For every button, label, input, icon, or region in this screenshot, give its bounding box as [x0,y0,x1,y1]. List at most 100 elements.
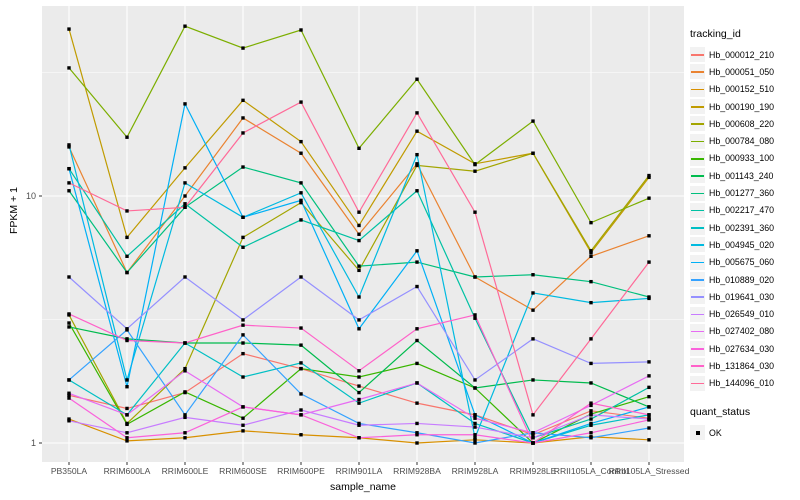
legend-item-Hb_000051_050: Hb_000051_050 [690,63,800,80]
data-point [589,423,593,427]
data-point [531,378,535,382]
legend-key-line-icon [690,272,705,287]
data-point [183,369,187,373]
x-tick-label: RRIM600LA [104,466,151,476]
data-point [299,433,303,437]
data-point [415,260,419,264]
data-point [299,408,303,412]
data-point [357,295,361,299]
data-point [531,291,535,295]
data-point [357,146,361,150]
data-point [183,202,187,206]
data-point [67,66,71,70]
data-point [299,200,303,205]
data-point [125,385,129,389]
data-point [67,393,71,397]
data-point [241,235,245,240]
legend: tracking_id Hb_000012_210 Hb_000051_050 Hb… [690,28,800,441]
legend-item-Hb_000190_190: Hb_000190_190 [690,98,800,115]
data-point [531,119,535,123]
data-point [357,264,361,268]
legend-label: Hb_027634_030 [709,343,775,354]
panel-background [42,6,684,462]
legend-label: Hb_131864_030 [709,360,775,371]
data-point [415,433,419,437]
legend-key-line-icon [690,185,705,201]
data-point [589,300,593,305]
x-tick-label: RRII105LA_Stressed [609,466,690,476]
data-point [67,27,71,31]
legend-key-line-icon [690,220,705,236]
data-point [589,413,593,417]
data-point [473,413,477,417]
data-point [241,245,245,249]
data-point [299,326,303,330]
data-point [125,436,129,440]
data-point [299,198,303,203]
data-point [241,333,245,337]
data-point [473,421,477,426]
data-point [473,433,477,437]
data-point [589,401,593,405]
data-point [357,401,361,405]
legend-key-line-icon [690,99,705,115]
data-point [415,284,419,289]
data-point [241,165,245,169]
data-point [531,273,535,277]
x-tick-label: RRIM901LA [336,466,383,476]
legend-label: Hb_001143_240 [709,170,774,181]
data-point [415,381,419,385]
data-point [125,209,129,213]
data-point [67,391,71,395]
data-point [241,351,245,356]
data-point [357,223,361,228]
data-point [647,394,651,399]
data-point [183,275,187,279]
data-point [589,403,593,408]
legend-item-Hb_027634_030: Hb_027634_030 [690,340,800,357]
legend-label: Hb_000608_220 [709,118,775,129]
data-point [67,166,71,171]
data-point [531,151,535,155]
data-point [531,433,535,437]
legend-label: Hb_000784_080 [709,136,775,147]
x-tick-label: RRIM928LA [452,466,499,476]
data-point [473,316,477,320]
data-point [647,296,651,301]
legend-item-Hb_000784_080: Hb_000784_080 [690,132,800,149]
data-point [67,419,71,423]
legend-label: Hb_026549_010 [709,309,775,320]
data-point [473,441,477,445]
data-point [299,151,303,155]
data-point [183,413,187,417]
data-point [531,308,535,312]
data-point [415,421,419,426]
legend-title-tracking-id: tracking_id [690,28,741,40]
data-point [241,46,245,50]
data-point [67,325,71,329]
data-point [647,234,651,238]
data-point [647,260,651,264]
data-point [299,275,303,279]
legend-key-line-icon [690,64,705,80]
data-point [415,111,419,115]
data-point [415,152,419,157]
legend-label: Hb_005675_060 [709,257,775,268]
legend-item-Hb_027402_080: Hb_027402_080 [690,323,800,340]
legend-label: Hb_027402_080 [709,326,775,337]
legend-key-line-icon [690,323,705,339]
data-point [183,194,187,198]
data-point [589,417,593,421]
data-point [531,441,535,445]
data-point [67,143,71,147]
data-point [589,436,593,440]
data-point [357,327,361,331]
data-point [357,318,361,322]
data-point [357,436,361,440]
x-tick-label: RRIM600SE [219,466,267,476]
data-point [67,396,71,400]
data-point [299,28,303,32]
y-tick-label: 1 [31,438,36,448]
data-point [241,423,245,427]
